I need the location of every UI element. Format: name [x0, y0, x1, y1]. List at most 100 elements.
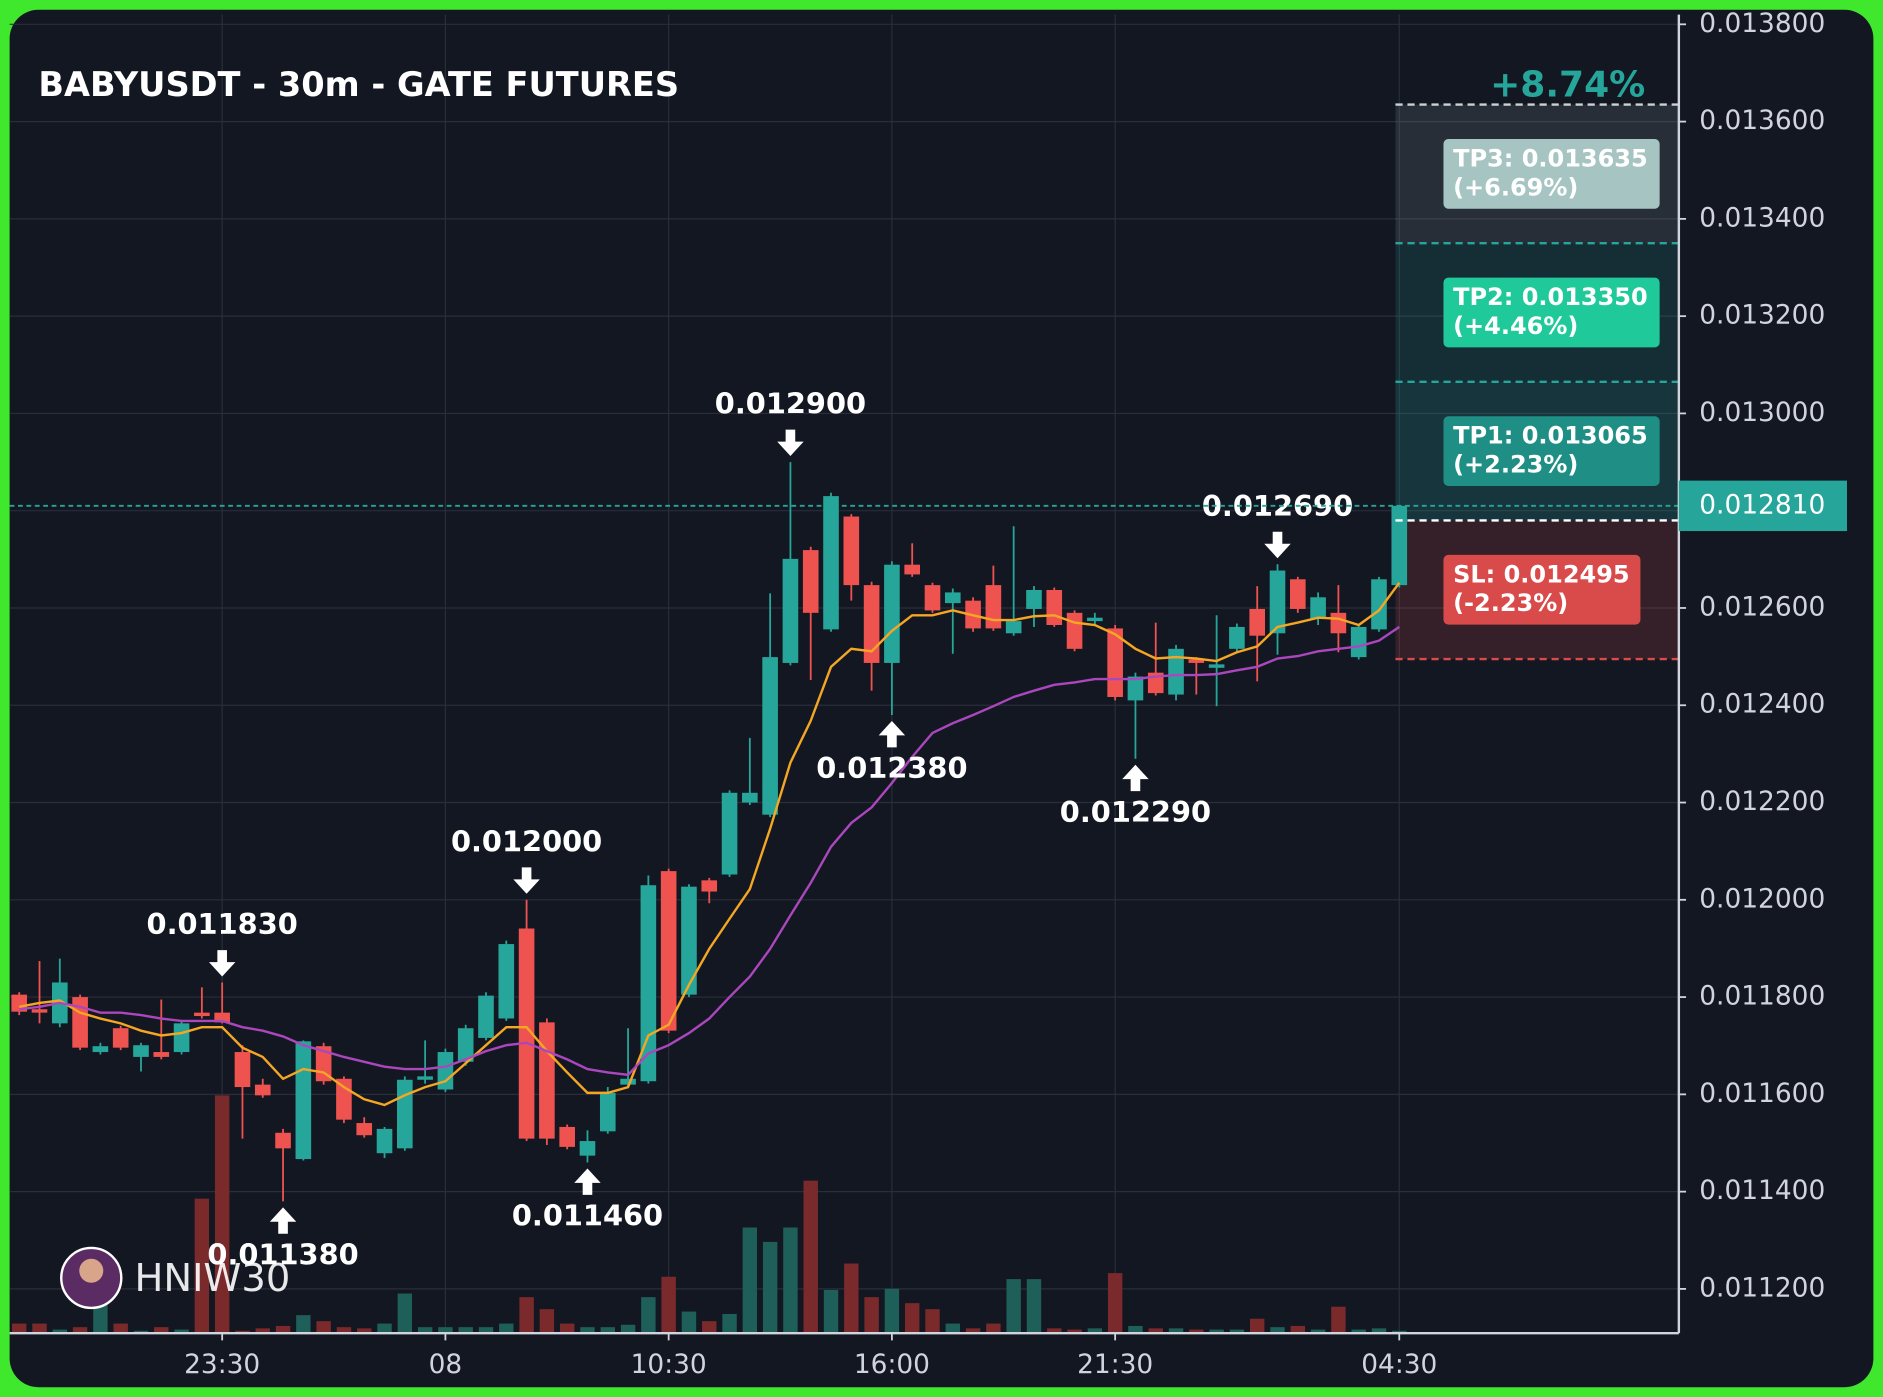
y-tick-label: 0.013400 [1699, 202, 1825, 233]
volume-bar [72, 1327, 88, 1334]
candle-body [1026, 589, 1042, 609]
high-arrow [1264, 531, 1291, 559]
y-tick-label: 0.011600 [1699, 1078, 1825, 1109]
volume-bar [357, 1328, 372, 1334]
candle-body [1168, 648, 1184, 695]
volume-bar [1006, 1279, 1021, 1334]
candle-body [1391, 505, 1408, 586]
candle-body [1087, 617, 1103, 622]
candle-body [985, 585, 1002, 629]
volume-bar [1148, 1328, 1163, 1334]
y-tick-label: 0.013000 [1699, 397, 1825, 428]
volume-bar [194, 1198, 210, 1334]
volume-bar [154, 1327, 169, 1334]
candle-body [559, 1126, 575, 1147]
volume-bar [438, 1327, 453, 1334]
volume-bar [417, 1327, 433, 1334]
candle-body [234, 1052, 251, 1088]
volume-bar [600, 1327, 615, 1334]
volume-bar [1310, 1329, 1326, 1334]
volume-bar [296, 1315, 311, 1334]
y-tick-label: 0.012600 [1699, 591, 1825, 622]
volume-bar [1229, 1329, 1245, 1334]
volume-bar [275, 1325, 291, 1334]
volume-bar [32, 1323, 47, 1334]
volume-bar [1331, 1306, 1346, 1334]
low-arrow [1122, 764, 1149, 792]
candle-body [194, 1012, 210, 1017]
candle-body [1330, 612, 1347, 634]
volume-bar [742, 1227, 758, 1334]
target-change: (+6.69%) [1453, 173, 1578, 201]
volume-bar [397, 1293, 413, 1334]
x-tick-label: 16:00 [854, 1349, 930, 1380]
y-tick-label: 0.013800 [1699, 8, 1825, 39]
stop-box [1443, 554, 1641, 625]
volume-bar [1087, 1328, 1103, 1334]
candle-body [356, 1123, 373, 1136]
volume-bar [681, 1311, 697, 1334]
candle-body [863, 585, 880, 663]
candle-body [660, 871, 677, 1031]
candle-body [11, 994, 28, 1012]
candle-body [478, 995, 494, 1038]
candle-body [762, 657, 778, 815]
last-price-tag [1678, 480, 1847, 532]
candle-body [1127, 676, 1144, 701]
volume-bar [1189, 1329, 1204, 1334]
high-label: 0.012900 [715, 387, 866, 421]
candle-body [214, 1012, 230, 1023]
volume-bar [945, 1323, 960, 1334]
candle-body [944, 592, 961, 604]
volume-bar [925, 1309, 940, 1334]
volume-bar [702, 1321, 717, 1334]
candle-body [336, 1078, 352, 1120]
volume-bar [559, 1323, 575, 1334]
low-label: 0.012380 [816, 751, 967, 785]
high-label: 0.012000 [451, 824, 602, 858]
volume-bar [884, 1288, 900, 1334]
y-tick-label: 0.013200 [1699, 300, 1825, 331]
candle-body [498, 944, 515, 1019]
volume-bar [1047, 1328, 1062, 1334]
candle-body [31, 1009, 48, 1013]
target-label: TP1: 0.013065 [1453, 422, 1648, 450]
volume-bar [722, 1313, 737, 1334]
volume-bar [1209, 1329, 1224, 1334]
volume-bar [783, 1227, 798, 1334]
stop-change: (-2.23%) [1453, 589, 1568, 617]
candle-body [1229, 626, 1245, 649]
candle-body [802, 550, 819, 613]
volume-bar [255, 1328, 270, 1334]
candle-body [518, 928, 535, 1139]
candle-body [1249, 608, 1266, 636]
volume-bar [174, 1329, 189, 1334]
y-tick-label: 0.012400 [1699, 689, 1825, 720]
candle-body [133, 1045, 149, 1057]
candle-body [904, 564, 921, 575]
volume-bar [1290, 1325, 1306, 1334]
volume-bar [620, 1324, 636, 1334]
candle-body [924, 585, 941, 611]
volume-bar [1250, 1318, 1265, 1334]
candle-body [295, 1041, 312, 1160]
volume-bar [986, 1323, 1001, 1334]
candle-body [1371, 579, 1387, 630]
volume-bar [1067, 1329, 1082, 1334]
candle-body [599, 1092, 616, 1132]
candle-body [620, 1078, 636, 1085]
volume-bar [316, 1321, 331, 1334]
volume-bar [580, 1327, 595, 1334]
volume-bar [1351, 1329, 1366, 1334]
volume-bar [539, 1309, 555, 1334]
volume-bar [52, 1329, 68, 1334]
volume-bar [803, 1180, 818, 1334]
volume-bar [1371, 1328, 1387, 1334]
volume-bar [336, 1327, 352, 1334]
candle-body [843, 516, 860, 586]
chart-title: BABYUSDT - 30m - GATE FUTURES [38, 65, 679, 104]
volume-bar [904, 1303, 920, 1334]
candle-body [1188, 659, 1205, 663]
x-tick-label: 08 [429, 1349, 463, 1380]
target-box [1443, 139, 1660, 209]
